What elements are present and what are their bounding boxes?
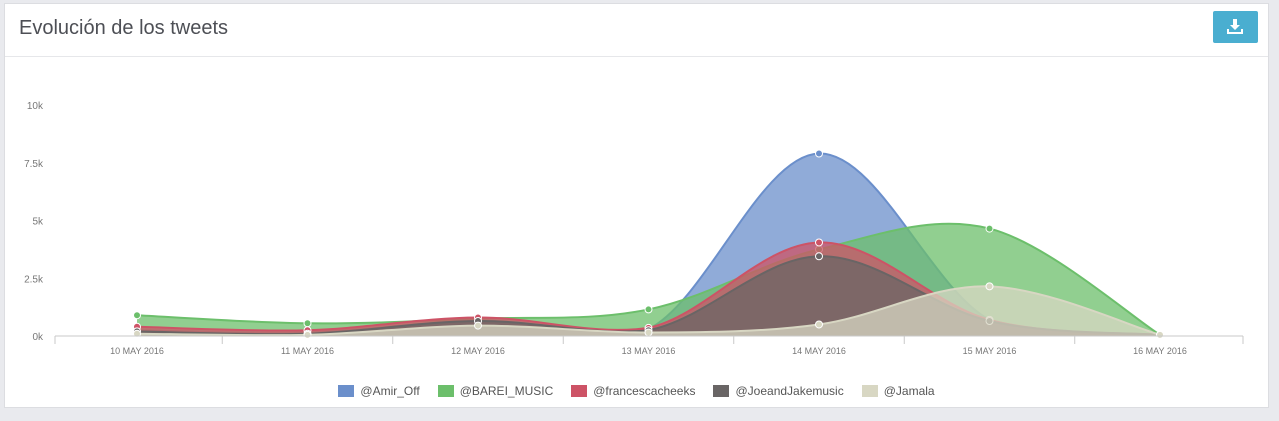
legend-swatch [338, 385, 355, 397]
x-tick-label: 11 MAY 2016 [281, 346, 334, 356]
y-tick-label: 0k [32, 332, 44, 343]
series-jamala [133, 282, 1164, 339]
y-tick-label: 5k [32, 217, 44, 228]
legend-label: @BAREI_MUSIC [459, 384, 554, 398]
legend-label: @Amir_Off [360, 384, 420, 398]
download-icon [1227, 19, 1243, 34]
legend-swatch [571, 385, 588, 397]
data-point [815, 320, 823, 329]
data-point [303, 330, 312, 339]
page-title: Evolución de los tweets [19, 17, 229, 39]
data-point [985, 224, 994, 233]
legend-swatch [861, 385, 878, 397]
data-point [644, 328, 653, 337]
x-tick-label: 10 MAY 2016 [110, 346, 164, 356]
x-tick-label: 14 MAY 2016 [792, 346, 846, 356]
series-area [137, 286, 1160, 336]
chart-legend: @Amir_Off @BAREI_MUSIC @francescacheeks @Jo… [5, 384, 1268, 398]
legend-label: @francescacheeks [593, 384, 696, 398]
data-point [133, 329, 141, 338]
x-tick-label: 15 MAY 2016 [963, 346, 1017, 356]
legend-swatch [437, 385, 454, 397]
data-point [133, 311, 141, 320]
data-point [644, 305, 653, 314]
legend-item[interactable]: @Jamala [861, 384, 935, 398]
x-tick-label: 12 MAY 2016 [451, 346, 505, 356]
y-tick-label: 7.5k [24, 159, 44, 170]
data-point [985, 282, 994, 291]
panel-header: Evolución de los tweets [5, 4, 1268, 57]
data-point [815, 238, 823, 247]
data-point [303, 319, 312, 328]
y-tick-label: 10k [27, 101, 44, 112]
legend-item[interactable]: @francescacheeks [571, 384, 695, 398]
area-chart: 0k 2.5k 5k 7.5k 10k 10 MAY 2016 11 MAY 2016 12 … [24, 101, 1244, 356]
legend-label: @Jamala [883, 384, 935, 398]
y-tick-label: 2.5k [24, 274, 44, 285]
legend-item[interactable]: @Amir_Off [338, 384, 420, 398]
x-tick-label: 13 MAY 2016 [622, 346, 676, 356]
x-tick-label: 16 MAY 2016 [1133, 346, 1187, 356]
chart-panel: Evolución de los tweets 0k 2.5k 5k 7.5k 10k 1… [4, 3, 1269, 408]
legend-item[interactable]: @JoeandJakemusic [713, 384, 844, 398]
data-point [474, 321, 482, 330]
legend-label: @JoeandJakemusic [735, 384, 844, 398]
data-point [815, 149, 823, 158]
legend-swatch [713, 385, 730, 397]
data-point [815, 252, 823, 261]
data-point [1156, 330, 1164, 339]
legend-item[interactable]: @BAREI_MUSIC [437, 384, 554, 398]
download-button[interactable] [1213, 11, 1258, 43]
